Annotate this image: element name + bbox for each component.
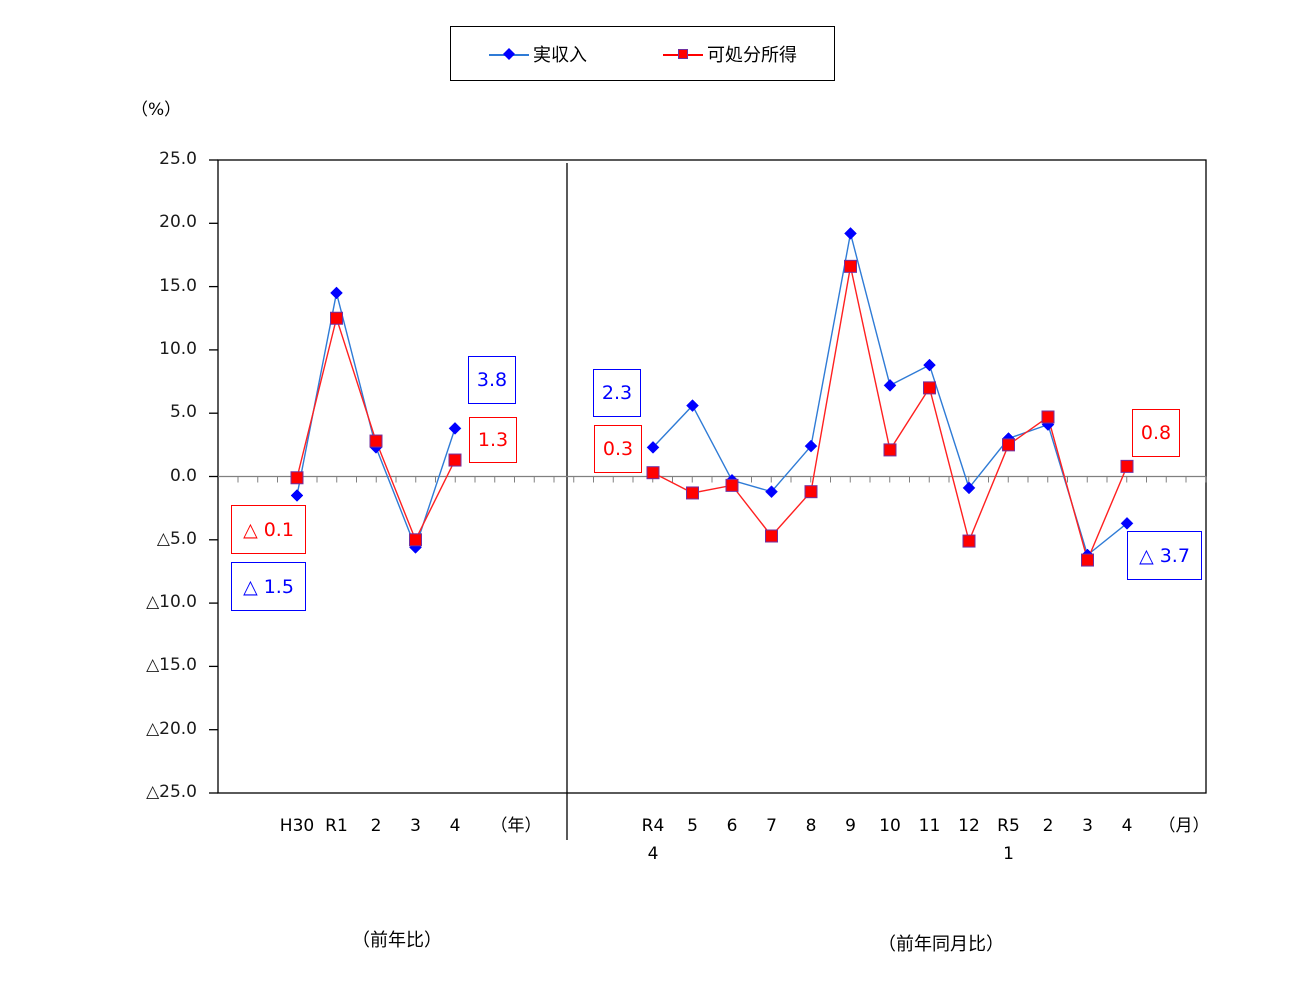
income-diamond-marker	[448, 422, 462, 435]
income-diamond-marker	[883, 378, 897, 392]
x-category-label: R5 1	[997, 816, 1020, 864]
income-diamond-marker	[844, 227, 857, 240]
disposable-square-marker	[330, 311, 343, 325]
income-diamond-marker	[646, 441, 660, 454]
disposable-square-marker	[883, 443, 897, 457]
legend-label-disposable: 可処分所得	[707, 45, 797, 66]
y-tick-label: 0.0	[169, 465, 197, 486]
legend-item-income: 実収入	[489, 41, 587, 67]
x-unit-label-year: （年）	[490, 816, 542, 836]
disposable-square-marker	[923, 381, 936, 395]
disposable-data-label: △ 0.1	[231, 505, 306, 554]
income-data-label: 2.3	[593, 369, 641, 417]
y-tick-label: 15.0	[159, 275, 197, 296]
disposable-data-label: 1.3	[469, 417, 517, 463]
monthly-caption: （前年同月比）	[878, 934, 1004, 955]
y-tick-label: 5.0	[169, 402, 197, 423]
legend-item-disposable: 可処分所得	[663, 41, 797, 67]
x-category-label: 5	[687, 816, 698, 836]
income-diamond-marker	[765, 485, 778, 499]
disposable-square-marker	[686, 486, 699, 500]
income-data-label: △ 3.7	[1127, 531, 1202, 580]
x-category-label: 12	[958, 816, 980, 836]
square-marker-icon	[663, 44, 703, 64]
annual-caption: （前年比）	[352, 930, 442, 951]
disposable-series-line	[296, 315, 456, 542]
y-tick-label: 10.0	[159, 338, 197, 359]
disposable-data-label: 0.8	[1132, 409, 1180, 457]
x-category-label: R4 4	[641, 816, 665, 864]
chart-legend: 実収入 可処分所得	[450, 26, 835, 81]
x-category-label: 7	[766, 816, 777, 836]
y-tick-label: △10.0	[146, 592, 197, 613]
x-category-label: 3	[410, 816, 421, 836]
disposable-series-line	[652, 266, 1128, 563]
x-category-label: R1	[325, 816, 348, 836]
y-tick-label: △20.0	[146, 718, 197, 739]
disposable-square-marker	[646, 466, 660, 480]
disposable-square-marker	[369, 434, 383, 448]
income-diamond-marker	[962, 481, 976, 495]
disposable-square-marker	[409, 533, 422, 547]
x-category-label: 11	[918, 816, 941, 836]
disposable-square-marker	[1002, 438, 1015, 452]
disposable-square-marker	[765, 529, 778, 543]
y-tick-label: 20.0	[159, 212, 197, 233]
income-diamond-marker	[1120, 516, 1134, 530]
income-data-label: 3.8	[468, 356, 516, 404]
disposable-data-label: 0.3	[594, 425, 642, 473]
income-data-label: △ 1.5	[231, 562, 306, 611]
x-category-label: 6	[726, 816, 738, 836]
x-unit-label-month: （月）	[1158, 816, 1210, 836]
x-category-label: 9	[845, 816, 856, 836]
x-category-label: 4	[1121, 816, 1133, 836]
y-tick-label: △15.0	[146, 655, 197, 676]
x-category-label: 4	[449, 816, 461, 836]
x-category-label: H30	[279, 816, 315, 836]
disposable-square-marker	[844, 259, 857, 273]
disposable-square-marker	[448, 453, 462, 467]
income-diamond-marker	[290, 489, 304, 502]
disposable-square-marker	[1120, 459, 1134, 473]
income-series-line	[652, 233, 1128, 557]
x-category-label: 3	[1082, 816, 1093, 836]
income-diamond-marker	[686, 399, 699, 412]
y-axis-unit: （%）	[131, 100, 182, 120]
disposable-square-marker	[962, 534, 976, 548]
x-category-label: 2	[370, 816, 382, 836]
y-tick-label: △25.0	[146, 782, 197, 802]
x-category-label: 10	[879, 816, 901, 836]
disposable-square-marker	[725, 478, 739, 492]
x-category-label: 2	[1042, 816, 1054, 836]
disposable-square-marker	[1041, 410, 1055, 424]
disposable-square-marker	[1081, 553, 1094, 567]
x-category-label: 8	[805, 816, 817, 836]
y-tick-label: 25.0	[159, 149, 197, 169]
income-diamond-marker	[330, 286, 343, 300]
y-tick-label: △5.0	[156, 528, 197, 549]
income-diamond-marker	[804, 439, 818, 453]
disposable-square-marker	[290, 471, 304, 485]
income-diamond-marker	[923, 358, 936, 372]
diamond-marker-icon	[489, 44, 529, 64]
disposable-square-marker	[804, 485, 818, 499]
legend-label-income: 実収入	[533, 45, 587, 66]
